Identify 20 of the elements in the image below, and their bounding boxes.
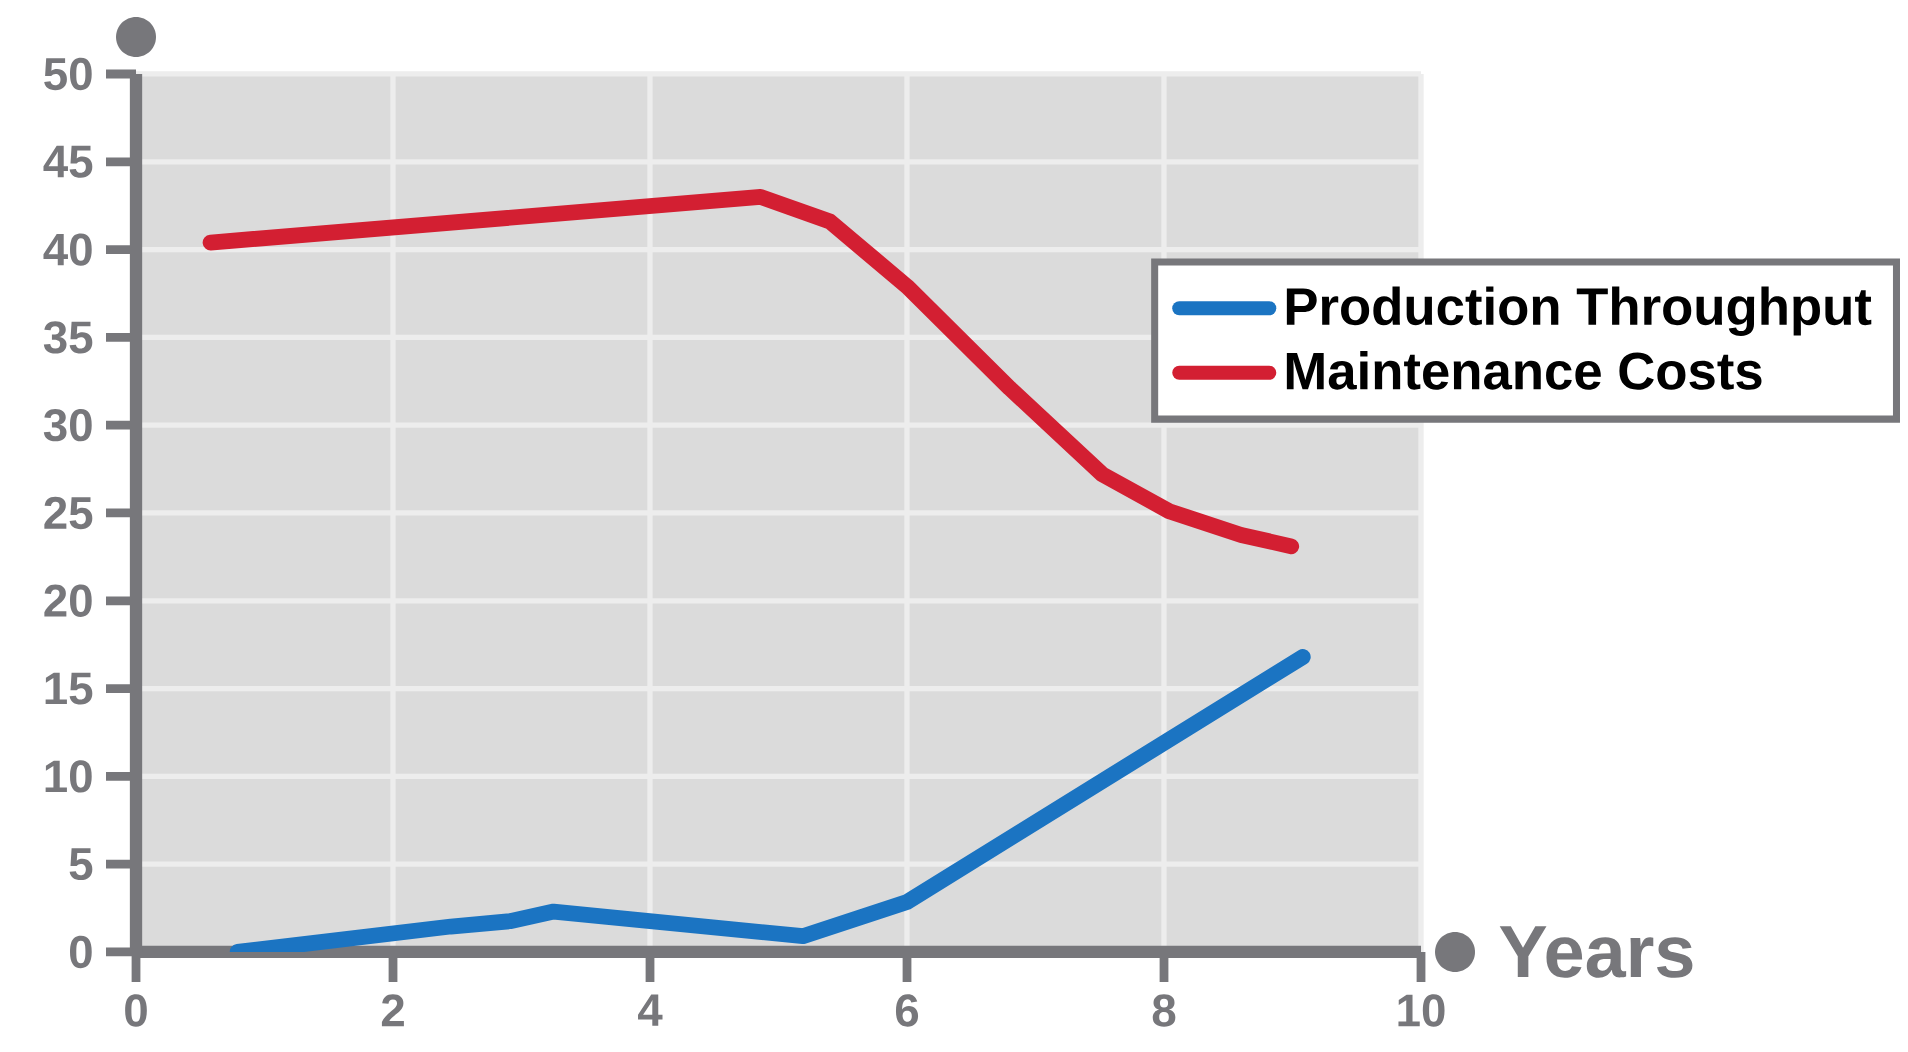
y-tick-label: 20 xyxy=(44,584,92,617)
y-tick-label: 0 xyxy=(70,935,92,969)
x-tick-label: 10 xyxy=(1398,994,1445,1027)
y-tick-label: 15 xyxy=(45,672,93,705)
x-tick-label: 8 xyxy=(1152,994,1176,1027)
x-tick-label: 4 xyxy=(638,994,663,1026)
y-tick-label: 45 xyxy=(43,145,93,178)
x-axis-title: Years xyxy=(1499,926,1693,978)
y-tick-label: 25 xyxy=(44,496,93,530)
x-tick-label: 0 xyxy=(125,994,147,1027)
y-tick-label: 40 xyxy=(43,233,92,266)
x-tick-label: 6 xyxy=(895,994,919,1027)
y-tick-label: 50 xyxy=(44,57,92,91)
y-tick-label: 5 xyxy=(69,848,93,881)
legend-label: Maintenance Costs xyxy=(1286,351,1762,390)
legend-label: Production Throughput xyxy=(1286,286,1872,336)
y-tick-label: 30 xyxy=(43,408,92,442)
y-tick-label: 10 xyxy=(45,760,92,793)
y-tick-label: 35 xyxy=(43,321,93,354)
x-tick-label: 2 xyxy=(381,994,404,1027)
